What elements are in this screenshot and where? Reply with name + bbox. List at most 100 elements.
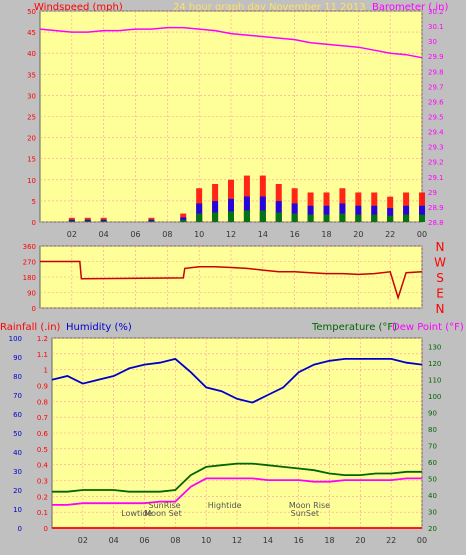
barometer-tick-label: 29.7 [428, 83, 444, 91]
barometer-tick-label: 29.2 [428, 159, 444, 167]
rainfall-tick-label: 1 [44, 367, 48, 375]
wind-gust-bar [323, 205, 330, 222]
windspeed-axis-label: Windspeed (mph) [34, 2, 123, 13]
windspeed-tick-label: 10 [27, 177, 36, 185]
wind-bars [68, 175, 425, 222]
temperature-tick-label: 80 [428, 426, 437, 434]
windspeed-tick-label: 15 [27, 156, 36, 164]
wind-average-bar [243, 210, 250, 222]
temperature-tick-label: 90 [428, 409, 437, 417]
temperature-tick-label: 100 [428, 393, 441, 401]
wind-average-bar [323, 214, 330, 222]
annotation-label: SunRise [148, 501, 180, 510]
time-tick-label: 04 [109, 536, 119, 545]
barometer-tick-label: 30.2 [428, 8, 444, 16]
humidity-tick-label: 10 [13, 506, 22, 514]
direction-tick-label: 90 [27, 290, 36, 298]
wind-average-bar [339, 213, 346, 222]
rainfall-tick-label: 1.1 [37, 351, 48, 359]
wind-gust-bar [212, 201, 219, 222]
temperature-tick-label: 110 [428, 376, 441, 384]
grid [40, 10, 423, 223]
wind-average-bar [419, 214, 425, 222]
compass-label: E [436, 287, 444, 301]
wind-gust-bar [68, 219, 75, 222]
barometer-tick-label: 29.5 [428, 114, 444, 122]
time-tick-label: 16 [290, 230, 300, 239]
wind-gust-bar [339, 203, 346, 222]
barometer-tick-label: 29.4 [428, 129, 444, 137]
barometer-tick-label: 29.9 [428, 53, 444, 61]
barometer-axis-label: Barometer (.in) [372, 2, 448, 13]
windspeed-tick-label: 35 [27, 71, 36, 79]
time-tick-label: 22 [385, 230, 395, 239]
time-tick-label: 00 [417, 230, 427, 239]
time-tick-label: 10 [201, 536, 211, 545]
wind-average-bar [275, 212, 282, 222]
humidity-temperature-panel: 0 0.1 0.2 0.3 0.4 0.5 0.6 0.7 0.8 0.9 1 1.1 1.2 0 10 2… [9, 335, 442, 545]
temperature-axis-label: Temperature (°F) [311, 322, 397, 333]
compass-label: N [436, 302, 445, 316]
time-tick-label: 08 [170, 536, 180, 545]
barometer-tick-label: 29.3 [428, 144, 444, 152]
chart-title: 24 hour graph day November 11 2013 [173, 2, 366, 13]
humidity-tick-label: 20 [13, 487, 22, 495]
time-tick-label: 18 [324, 536, 334, 545]
rainfall-tick-label: 0.1 [37, 509, 48, 517]
time-tick-label: 12 [232, 536, 242, 545]
dew-point-line [52, 477, 422, 506]
humidity-tick-label: 100 [9, 335, 22, 343]
wind-gust-bar [180, 217, 187, 222]
time-tick-labels: 02 04 06 08 10 12 14 16 18 20 22 00 [67, 230, 427, 239]
rainfall-tick-label: 0.4 [37, 462, 49, 470]
temperature-tick-label: 30 [428, 508, 437, 516]
time-tick-label: 06 [130, 230, 140, 239]
wind-average-bar [212, 212, 219, 222]
windspeed-tick-labels: 0 5 10 15 20 25 30 35 40 45 50 [27, 8, 36, 227]
windspeed-tick-label: 5 [32, 198, 36, 206]
temperature-tick-label: 60 [428, 459, 437, 467]
rainfall-tick-label: 0.6 [37, 430, 49, 438]
time-tick-label: 02 [78, 536, 88, 545]
rainfall-tick-label: 0.8 [37, 398, 48, 406]
time-tick-label: 12 [226, 230, 236, 239]
annotation-label: Moon Rise [289, 501, 330, 510]
wind-gust-bar [403, 205, 410, 222]
barometer-tick-label: 29.1 [428, 174, 444, 182]
annotation-label: Hightide [208, 501, 242, 510]
time-tick-label: 00 [417, 536, 427, 545]
direction-tick-label: 360 [23, 243, 36, 251]
wind-average-bar [148, 220, 155, 222]
temperature-tick-label: 70 [428, 442, 437, 450]
temperature-tick-label: 50 [428, 475, 437, 483]
barometer-tick-label: 29.6 [428, 98, 444, 106]
rainfall-tick-label: 0.2 [37, 493, 48, 501]
wind-gust-bar [355, 205, 362, 222]
humidity-tick-label: 50 [13, 430, 22, 438]
time-tick-label: 20 [355, 536, 365, 545]
windspeed-tick-label: 45 [27, 29, 36, 37]
time-tick-label: 14 [263, 536, 273, 545]
wind-gust-bar [387, 208, 394, 222]
direction-tick-label: 0 [32, 305, 36, 313]
wind-average-bar [403, 214, 410, 222]
time-tick-labels: 02 04 06 08 10 12 14 16 18 20 22 00 [78, 536, 427, 545]
temperature-tick-label: 120 [428, 360, 441, 368]
wind-direction-line [40, 260, 423, 301]
windspeed-tick-label: 50 [27, 8, 36, 16]
annotation-label: SunSet [291, 509, 319, 518]
time-tick-label: 18 [321, 230, 331, 239]
barometer-line [39, 26, 423, 59]
time-tick-label: 04 [99, 230, 109, 239]
dewpoint-axis-label: Dew Point (°F) [392, 322, 464, 333]
wind-average-bar [307, 214, 314, 222]
time-tick-label: 22 [386, 536, 396, 545]
rainfall-tick-label: 1.2 [37, 335, 48, 343]
humidity-line [51, 357, 423, 404]
barometer-tick-label: 29.8 [428, 68, 444, 76]
